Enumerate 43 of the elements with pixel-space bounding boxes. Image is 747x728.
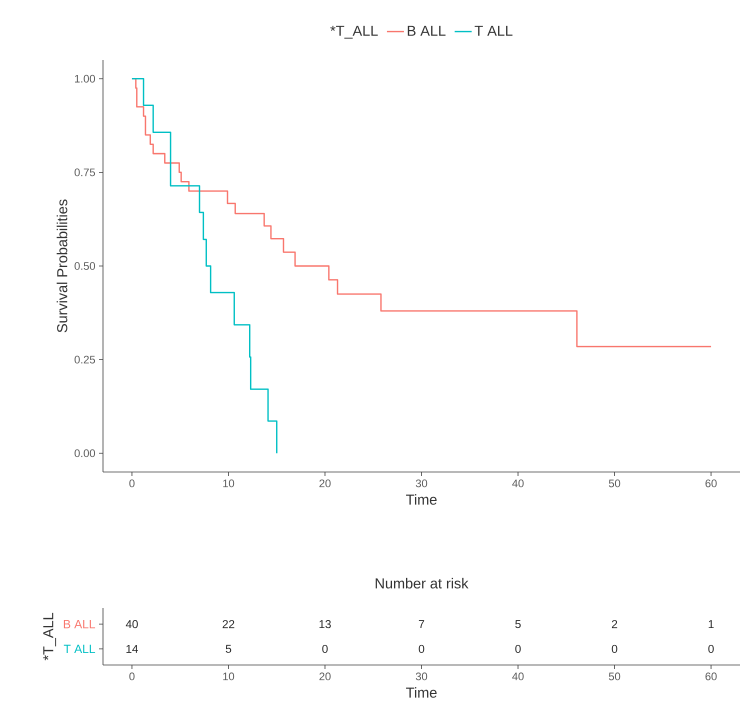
x-tick-label: 0 [129, 672, 135, 680]
legend-title: *T_ALL [330, 26, 378, 39]
data-label: 7 [418, 620, 424, 628]
x-tick-label: 40 [512, 672, 524, 680]
data-label: 14 [126, 644, 138, 653]
data-label: 0 [612, 644, 618, 653]
x-tick-label: 50 [608, 480, 620, 488]
y-axis-title: *T_ALL [43, 612, 56, 660]
y-tick-label: 1.00 [74, 74, 96, 83]
x-tick-label: 20 [319, 672, 331, 680]
legend-label: T ALL [474, 26, 512, 36]
x-tick-label: 10 [223, 672, 234, 680]
data-label: 0 [708, 644, 714, 653]
chart-title: Number at risk [376, 578, 468, 589]
x-tick-label: 30 [416, 672, 428, 680]
x-tick-label: 40 [512, 480, 524, 488]
y-axis-title: Survival Probabilities [56, 200, 68, 332]
y-tick-label: T ALL [64, 644, 96, 654]
y-tick-label: B ALL [64, 620, 96, 628]
data-label: 5 [226, 644, 232, 653]
legend-label: B ALL [408, 26, 446, 36]
data-label: 22 [222, 620, 234, 628]
x-tick-label: 60 [706, 480, 717, 488]
data-label: 5 [515, 620, 521, 628]
data-label: 13 [319, 620, 331, 628]
data-label: 0 [322, 644, 328, 653]
x-axis-title: Time [406, 687, 437, 698]
x-axis-title: Time [406, 494, 437, 505]
x-tick-label: 20 [319, 480, 331, 488]
x-tick-label: 30 [416, 480, 428, 488]
data-label: 1 [708, 620, 714, 628]
y-tick-label: 0.00 [74, 449, 96, 458]
y-tick-label: 0.25 [74, 356, 96, 364]
x-tick-label: 0 [129, 480, 135, 488]
data-label: 0 [515, 644, 521, 653]
x-tick-label: 10 [223, 480, 234, 488]
y-tick-label: 0.50 [74, 262, 96, 270]
data-label: 0 [418, 644, 424, 653]
x-tick-label: 60 [706, 672, 717, 680]
y-tick-label: 0.75 [74, 168, 96, 176]
data-label: 40 [126, 620, 138, 628]
data-label: 2 [612, 620, 618, 628]
x-tick-label: 50 [608, 672, 620, 680]
